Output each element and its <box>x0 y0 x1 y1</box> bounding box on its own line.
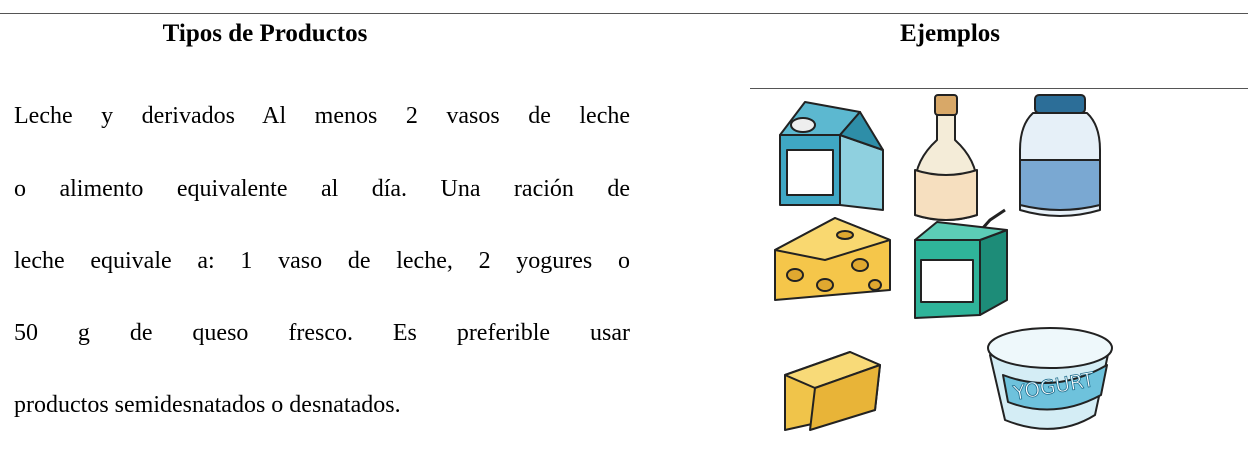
text-line: o alimento equivalente al día. Una ració… <box>14 176 630 202</box>
butter <box>784 351 881 431</box>
dairy-illustration: YOGURT <box>774 94 1113 431</box>
header-cell: Tipos de Productos <box>162 20 368 47</box>
text-line: 50 g de queso fresco. Es preferible usar <box>14 320 630 346</box>
text-line: productos semidesnatados o desnatados. <box>14 392 401 418</box>
header-rule <box>750 88 1248 89</box>
yogurt: YOGURT <box>987 327 1113 430</box>
bottle <box>914 94 978 221</box>
text-line: leche equivale a: 1 vaso de leche, 2 yog… <box>14 248 630 274</box>
juice-box <box>914 208 1008 319</box>
cheese <box>774 217 891 301</box>
header-cell: Ejemplos <box>900 20 1000 47</box>
text-line: Leche y derivados Al menos 2 vasos de le… <box>14 103 630 129</box>
jar <box>1019 94 1101 217</box>
top-rule <box>0 13 1248 14</box>
milk-carton <box>779 101 884 211</box>
